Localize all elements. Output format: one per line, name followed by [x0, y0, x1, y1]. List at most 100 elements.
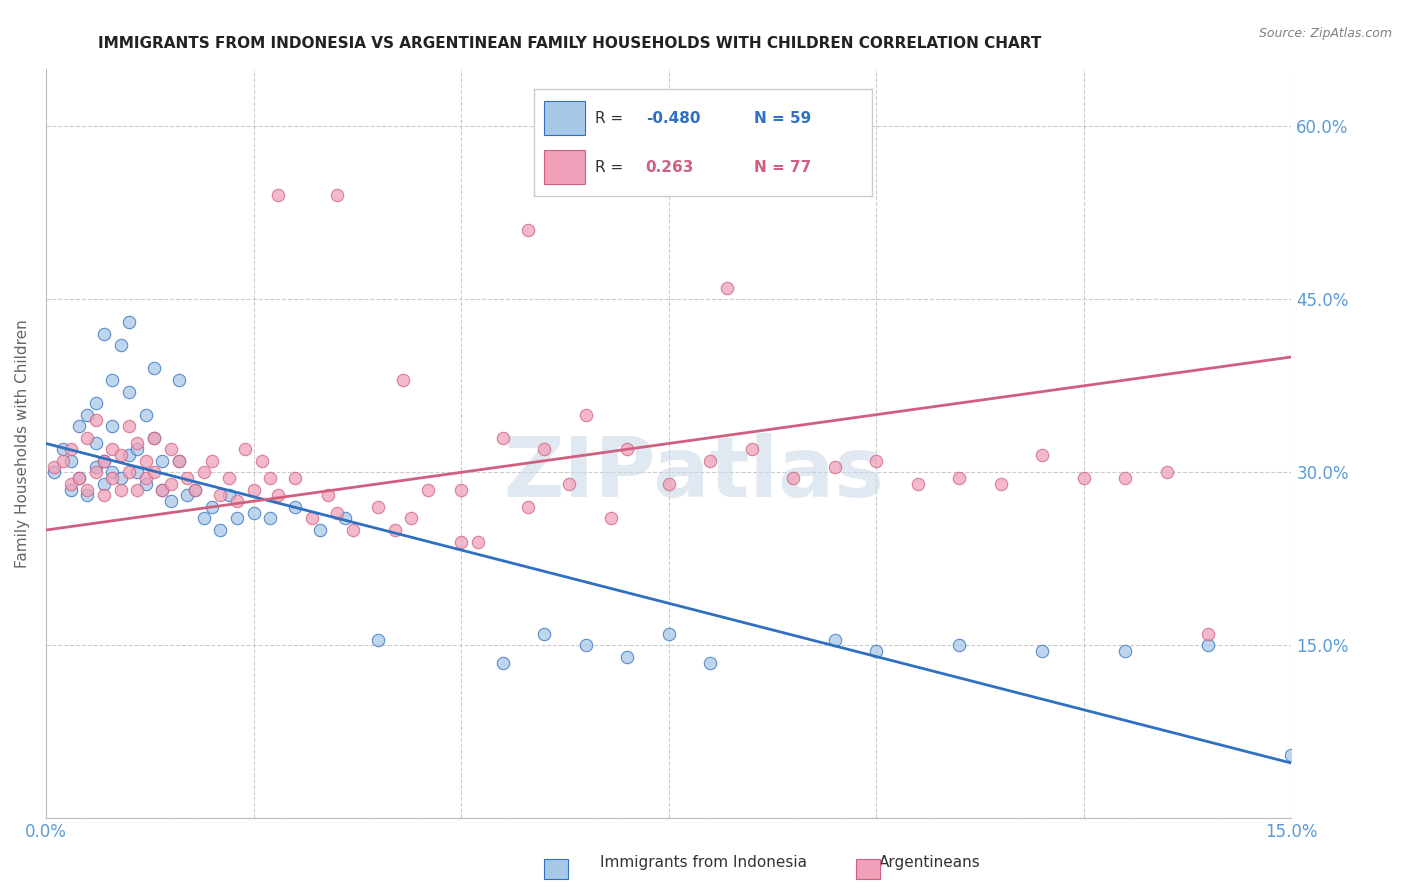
Point: [142, 466, 165, 480]
Point: [52, 442, 75, 457]
Point: [127, 436, 149, 450]
Point: [242, 483, 264, 497]
Point: [865, 454, 887, 468]
Point: [127, 442, 149, 457]
Point: [176, 471, 198, 485]
Point: [824, 459, 846, 474]
Point: [1281, 747, 1303, 762]
Point: [67, 471, 90, 485]
Point: [84, 459, 107, 474]
Point: [716, 281, 738, 295]
Text: R =: R =: [595, 111, 628, 126]
Point: [127, 483, 149, 497]
Point: [1197, 627, 1219, 641]
Point: [233, 442, 256, 457]
Point: [1031, 448, 1053, 462]
Point: [110, 471, 132, 485]
Point: [948, 471, 970, 485]
Point: [101, 373, 124, 387]
Point: [492, 431, 515, 445]
Point: [176, 488, 198, 502]
Point: [259, 471, 281, 485]
Point: [135, 454, 157, 468]
Point: [907, 476, 929, 491]
Point: [159, 476, 181, 491]
Point: [167, 454, 190, 468]
Point: [142, 431, 165, 445]
Point: [599, 511, 621, 525]
Point: [159, 442, 181, 457]
Point: [516, 223, 538, 237]
Point: [135, 408, 157, 422]
Point: [242, 506, 264, 520]
Point: [1073, 471, 1095, 485]
Point: [467, 534, 489, 549]
Point: [392, 373, 415, 387]
Text: IMMIGRANTS FROM INDONESIA VS ARGENTINEAN FAMILY HOUSEHOLDS WITH CHILDREN CORRELA: IMMIGRANTS FROM INDONESIA VS ARGENTINEAN…: [98, 36, 1042, 51]
Text: Argentineans: Argentineans: [879, 855, 980, 870]
Text: 0.263: 0.263: [645, 160, 695, 175]
Point: [401, 511, 423, 525]
Point: [67, 419, 90, 434]
Point: [93, 488, 115, 502]
Point: [67, 471, 90, 485]
Point: [1114, 644, 1136, 658]
Point: [333, 511, 356, 525]
Point: [150, 454, 173, 468]
Point: [741, 442, 763, 457]
Point: [101, 466, 124, 480]
Point: [135, 476, 157, 491]
Point: [93, 326, 115, 341]
Text: ZIPatlas: ZIPatlas: [503, 433, 884, 514]
Point: [142, 431, 165, 445]
Point: [167, 373, 190, 387]
Point: [699, 656, 721, 670]
Point: [118, 466, 141, 480]
Point: [76, 431, 98, 445]
FancyBboxPatch shape: [544, 150, 585, 185]
Point: [218, 471, 240, 485]
Point: [1197, 639, 1219, 653]
Point: [259, 511, 281, 525]
Point: [135, 471, 157, 485]
Text: Immigrants from Indonesia: Immigrants from Indonesia: [599, 855, 807, 870]
Point: [616, 649, 638, 664]
Point: [118, 315, 141, 329]
Point: [209, 488, 232, 502]
Point: [59, 483, 82, 497]
Point: [59, 442, 82, 457]
Point: [201, 500, 224, 514]
Point: [226, 494, 249, 508]
Point: [101, 471, 124, 485]
Point: [110, 338, 132, 352]
Point: [101, 442, 124, 457]
Point: [76, 488, 98, 502]
Text: N = 77: N = 77: [754, 160, 811, 175]
Point: [301, 511, 323, 525]
Point: [93, 454, 115, 468]
Point: [84, 466, 107, 480]
Point: [59, 476, 82, 491]
Point: [159, 494, 181, 508]
Y-axis label: Family Households with Children: Family Households with Children: [15, 319, 30, 568]
Point: [118, 419, 141, 434]
Point: [93, 454, 115, 468]
Point: [76, 408, 98, 422]
Point: [127, 466, 149, 480]
Point: [558, 476, 581, 491]
Point: [201, 454, 224, 468]
Point: [76, 483, 98, 497]
Point: [309, 523, 332, 537]
Point: [93, 476, 115, 491]
Point: [101, 419, 124, 434]
Text: -0.480: -0.480: [645, 111, 700, 126]
Point: [575, 639, 598, 653]
Point: [516, 500, 538, 514]
Point: [52, 454, 75, 468]
Point: [284, 500, 307, 514]
Point: [416, 483, 439, 497]
Point: [44, 459, 66, 474]
Point: [533, 627, 555, 641]
Point: [193, 511, 215, 525]
Point: [367, 632, 389, 647]
